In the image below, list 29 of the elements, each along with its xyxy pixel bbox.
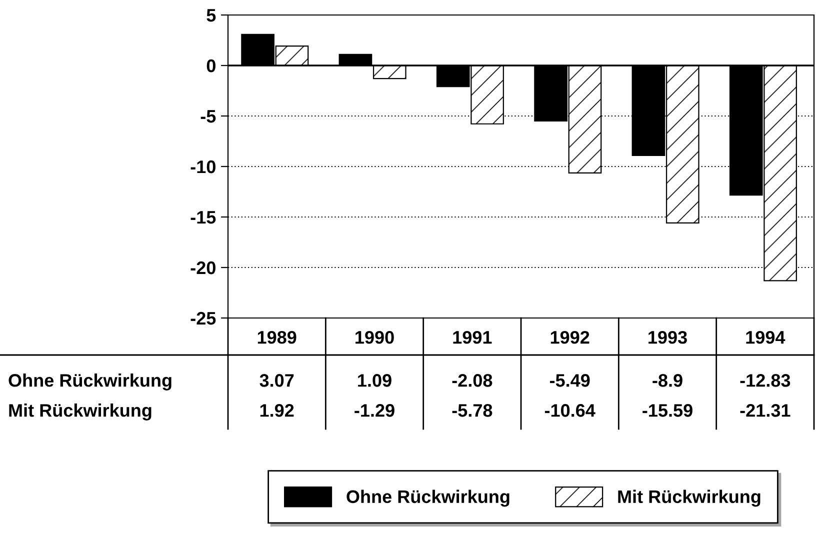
x-tick-label: 1989 [258,330,296,344]
data-label: -21.31 [740,404,790,417]
data-label: -1.29 [354,404,394,417]
data-label: -12.83 [740,374,790,387]
data-label: -10.64 [544,404,596,417]
legend-label: Mit Rückwirkung [618,490,760,507]
legend-label: Ohne Rückwirkung [346,490,510,507]
x-tick-label: 1991 [453,330,492,344]
text: Ohne Rückwirkung [8,374,172,390]
data-label: -15.59 [642,404,692,417]
y-tick-label: -20 [190,261,216,274]
y-tick-label: 0 [206,59,216,72]
text: Mit Rückwirkung [9,404,152,420]
y-tick-label: -25 [190,312,216,325]
y-tick-label: -10 [190,160,216,174]
y-tick-label: -5 [200,110,216,123]
x-tick-label: 1990 [356,330,394,344]
x-tick-label: 1992 [550,330,590,344]
x-tick-label: 1993 [648,330,687,344]
data-label: 3.07 [260,374,294,387]
data-label: -5.78 [452,404,492,417]
data-label: -8.9 [652,374,682,387]
data-label: -2.08 [452,374,492,387]
data-label: -5.49 [550,374,590,387]
y-tick-label: 5 [206,9,216,22]
x-tick-label: 1994 [746,330,786,344]
data-label: 1.09 [358,374,392,387]
data-label: 1.92 [260,404,294,417]
y-tick-label: -15 [190,211,216,224]
